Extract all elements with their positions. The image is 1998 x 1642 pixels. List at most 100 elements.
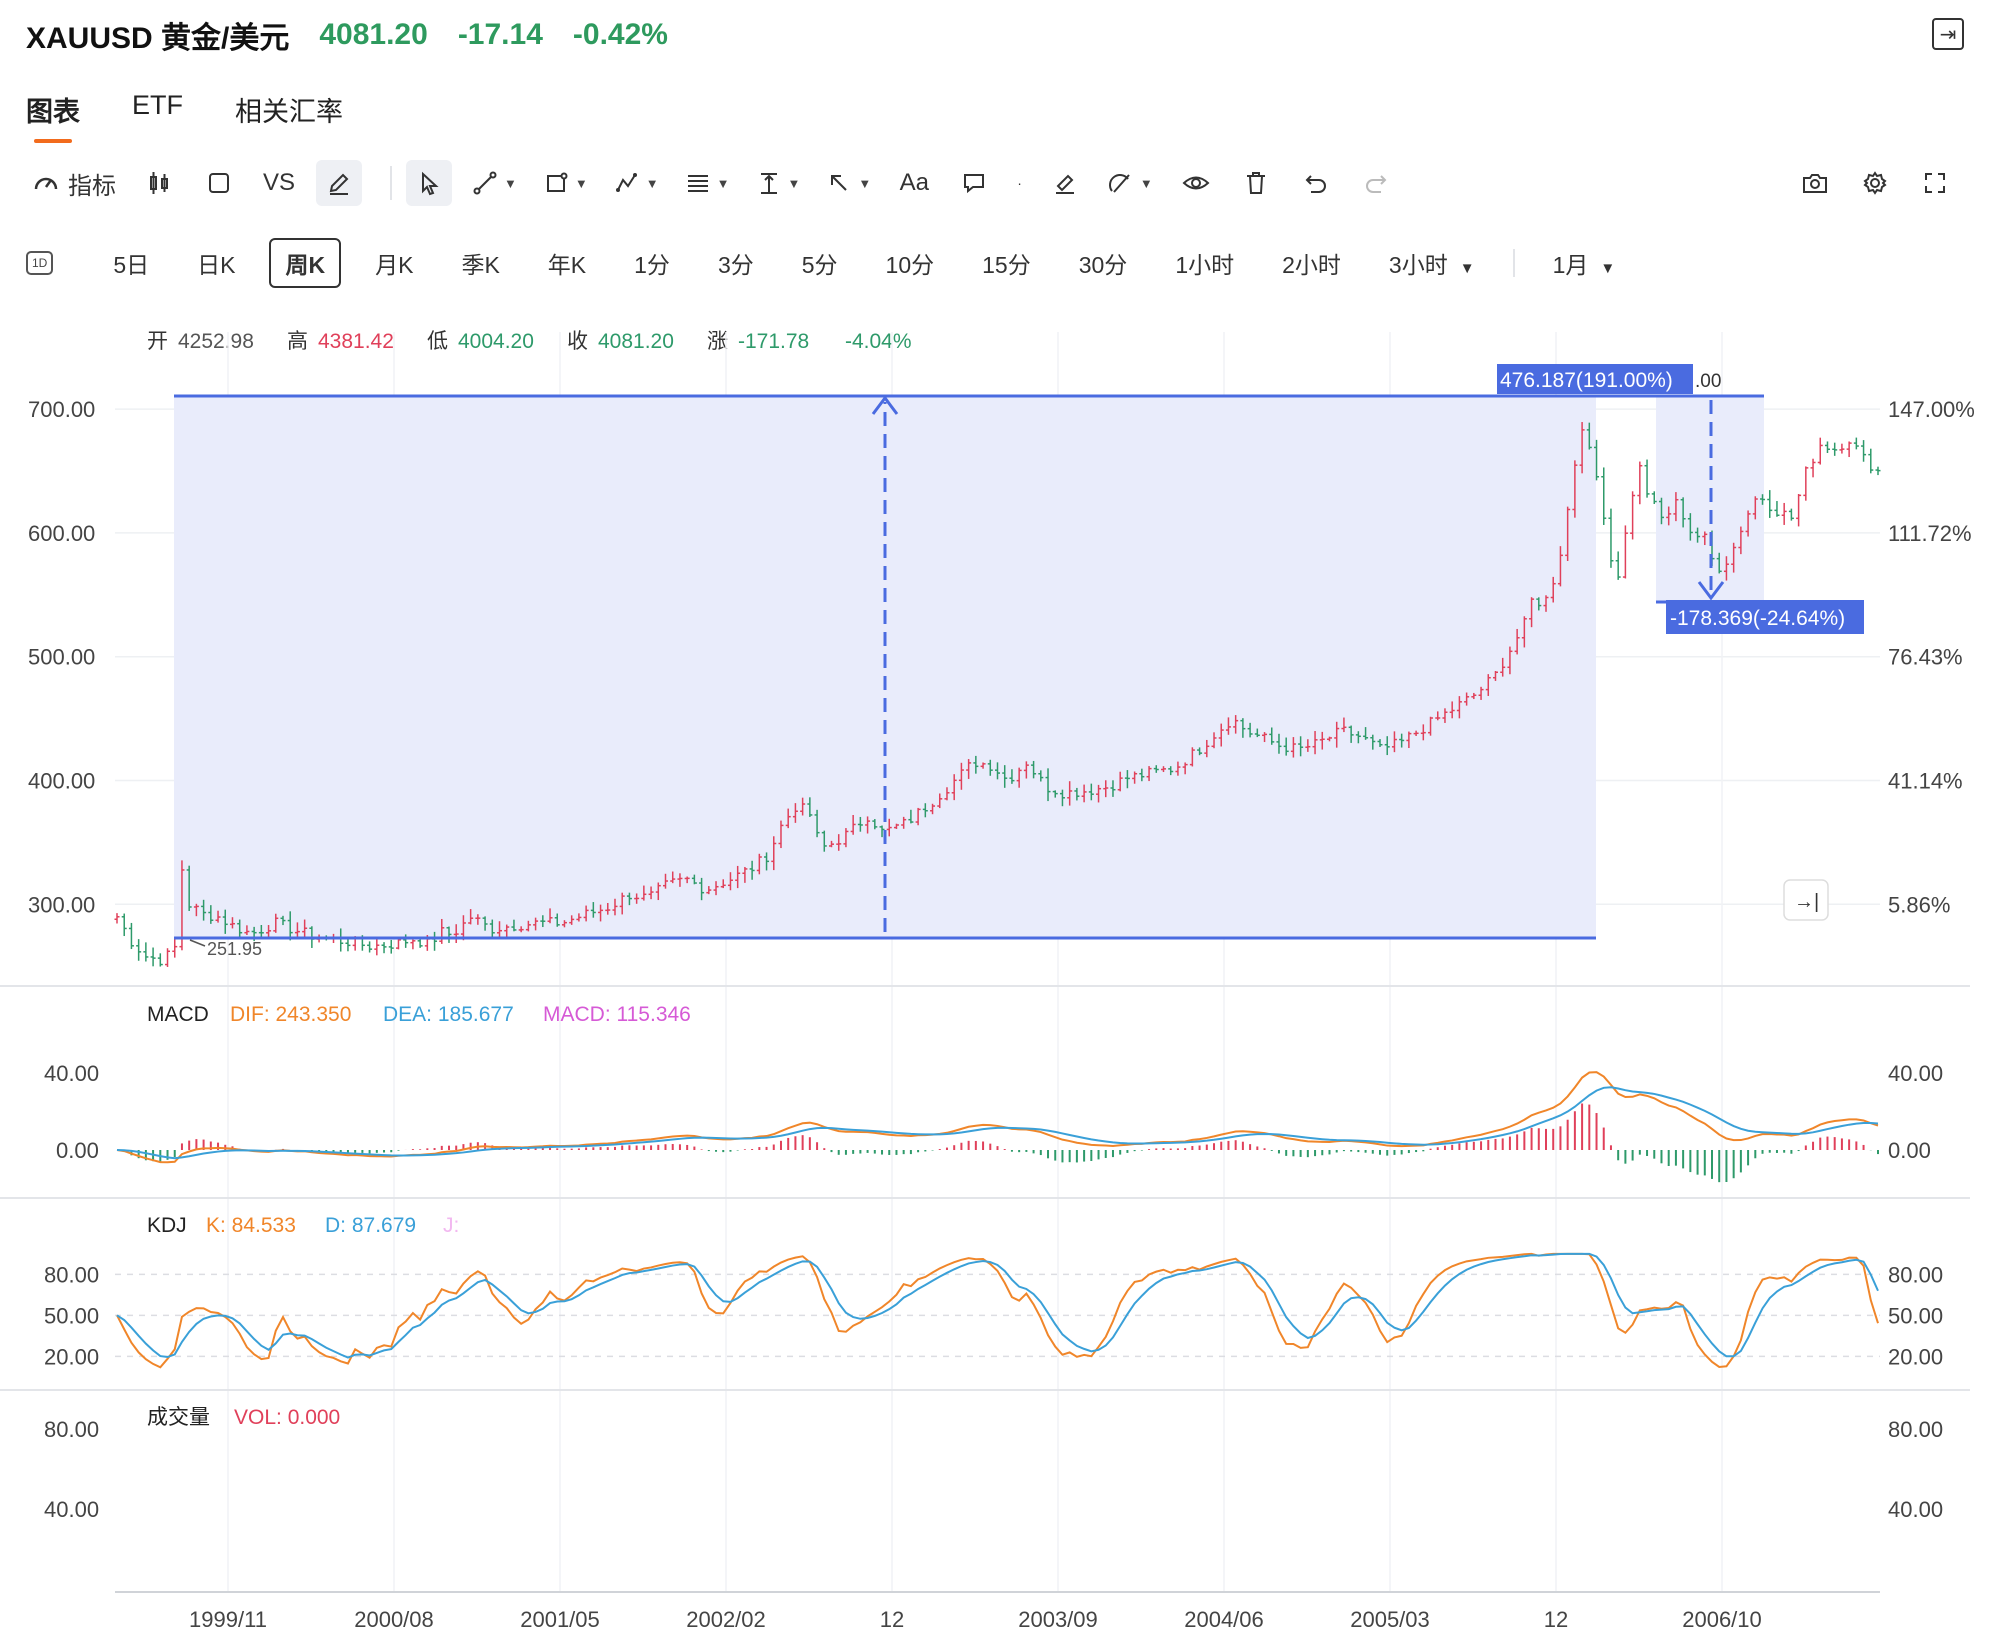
period-quarter[interactable]: 季K (461, 252, 500, 278)
vol-tick-label: 80.00 (1888, 1417, 1943, 1442)
cursor-arrow-icon (422, 171, 439, 196)
time-tick-label: 1999/11 (189, 1607, 267, 1632)
measure-up-label-bg (1497, 364, 1693, 394)
fib-tool[interactable]: ▼ (679, 160, 736, 206)
last-price: 4081.20 (319, 18, 428, 51)
exit-fullscreen-icon[interactable]: ⇥ (1932, 18, 1964, 50)
speech-bubble-icon (964, 174, 985, 194)
vol-legend-value: VOL: 0.000 (234, 1406, 340, 1429)
time-tick-label: 2003/09 (1018, 1607, 1098, 1632)
kdj-legend-name: KDJ (147, 1214, 187, 1237)
price-tick-label: 600.00 (28, 521, 95, 546)
time-tick-label: 2004/06 (1184, 1607, 1264, 1632)
period-year[interactable]: 年K (547, 252, 587, 278)
candle-type-button[interactable] (136, 160, 182, 206)
toolbar-dot: · (1017, 175, 1022, 191)
kdj-d-line (116, 1252, 1879, 1359)
layout-button[interactable] (196, 160, 242, 206)
period-3m[interactable]: 3分 (717, 252, 754, 278)
settings-button[interactable] (1852, 160, 1898, 206)
period-selector: 1D 5日 日K 周K 月K 季K 年K 1分 3分 5分 10分 15分 30… (26, 238, 1649, 288)
redo-button[interactable] (1353, 160, 1399, 206)
measure-tool[interactable]: ▼ (750, 160, 807, 206)
volume-pane: 80.00 80.00 40.00 40.00 (44, 1417, 1943, 1522)
period-badge[interactable]: 1D (26, 251, 54, 275)
indicators-button[interactable]: 指标 (26, 160, 122, 206)
fullscreen-button[interactable] (1912, 160, 1958, 206)
macd-tick-label: 0.00 (56, 1138, 99, 1163)
period-month[interactable]: 月K (375, 252, 414, 278)
vol-legend-name: 成交量 (147, 1406, 210, 1429)
close-label: 收 (567, 330, 588, 353)
trend-line-icon (473, 171, 497, 195)
period-5m[interactable]: 5分 (801, 252, 838, 278)
pct-tick-label: 111.72% (1888, 521, 1972, 546)
scroll-to-latest-button[interactable] (1783, 879, 1829, 921)
arrow-tool[interactable]: ▼ (820, 160, 877, 206)
kdj-legend-k: K: 84.533 (206, 1214, 296, 1237)
camera-icon (1803, 174, 1827, 193)
lock-drawing-tool[interactable]: ▼ (1102, 160, 1159, 206)
period-divider (1512, 249, 1515, 277)
period-5d[interactable]: 5日 (113, 252, 150, 278)
measure-down-label: -178.369(-24.64%) (1670, 607, 1845, 630)
vol-tick-label: 40.00 (1888, 1497, 1943, 1522)
price-tick-label: 300.00 (28, 892, 95, 917)
tab-chart[interactable]: 图表 (26, 90, 80, 143)
scroll-to-end-icon: →| (1794, 891, 1819, 913)
pencil-ruler-icon (1108, 174, 1130, 193)
period-30m[interactable]: 30分 (1078, 252, 1128, 278)
ohlc-legend: 开 4252.98 高 4381.42 低 4004.20 收 4081.20 … (147, 330, 912, 353)
screenshot-button[interactable] (1792, 160, 1838, 206)
macd-legend-dif: DIF: 243.350 (230, 1003, 351, 1026)
measure-clipped-label: .00 (1695, 371, 1721, 392)
arrow-up-left-icon (831, 175, 848, 191)
period-2h[interactable]: 2小时 (1282, 252, 1341, 278)
change-label: 涨 (707, 330, 728, 353)
pct-tick-label: 76.43% (1888, 645, 1963, 670)
measure-down-label-bg (1666, 600, 1864, 634)
rectangle-shape-icon (546, 172, 568, 192)
compare-button[interactable]: VS (262, 169, 295, 196)
period-1m[interactable]: 1分 (634, 252, 670, 278)
macd-tick-label: 40.00 (44, 1061, 99, 1086)
square-icon (209, 173, 229, 193)
chart-area[interactable]: 开 4252.98 高 4381.42 低 4004.20 收 4081.20 … (0, 306, 1998, 1642)
period-10m[interactable]: 10分 (885, 252, 935, 278)
symbol-header: XAUUSD 黄金/美元 4081.20 -17.14 -0.42% (26, 14, 668, 56)
tab-related-fx[interactable]: 相关汇率 (235, 97, 343, 127)
toolbar-right-group (1792, 160, 1972, 206)
time-tick-label: 2005/03 (1350, 1607, 1430, 1632)
open-label: 开 (147, 330, 168, 353)
kdj-tick-label: 50.00 (44, 1303, 99, 1328)
gear-icon (1863, 171, 1887, 195)
period-day[interactable]: 日K (197, 252, 236, 278)
chevron-down-icon: ▼ (716, 175, 730, 191)
pct-tick-label: 41.14% (1888, 769, 1963, 794)
line-tool[interactable]: ▼ (466, 160, 523, 206)
text-tool[interactable]: Aa (899, 169, 929, 196)
macd-dea-line (116, 1086, 1879, 1160)
macd-legend-macd: MACD: 115.346 (543, 1003, 691, 1026)
draw-toggle-button[interactable] (316, 160, 362, 206)
period-1h[interactable]: 1小时 (1175, 252, 1235, 278)
macd-legend-name: MACD (147, 1003, 209, 1026)
tab-etf[interactable]: ETF (132, 90, 183, 120)
period-15m[interactable]: 15分 (982, 252, 1031, 278)
period-week[interactable]: 周K (269, 238, 342, 288)
delete-drawings-button[interactable] (1233, 160, 1279, 206)
cursor-tool[interactable] (406, 160, 452, 206)
fibonacci-lines-icon (687, 175, 708, 192)
shape-tool[interactable]: ▼ (537, 160, 594, 206)
change-pct-value: -4.04% (845, 330, 912, 353)
period-3h-label: 3小时 (1388, 252, 1448, 278)
symbol-title: XAUUSD 黄金/美元 (26, 22, 290, 55)
pattern-tool[interactable]: ▼ (608, 160, 665, 206)
measure-up-label: 476.187(191.00%) (1500, 369, 1673, 392)
period-3h[interactable]: 3小时 ▼ (1375, 238, 1489, 288)
undo-button[interactable] (1293, 160, 1339, 206)
magnet-tool[interactable] (1042, 160, 1088, 206)
comment-tool[interactable] (951, 160, 997, 206)
visibility-tool[interactable] (1173, 160, 1219, 206)
range-select[interactable]: 1月 ▼ (1539, 238, 1630, 288)
